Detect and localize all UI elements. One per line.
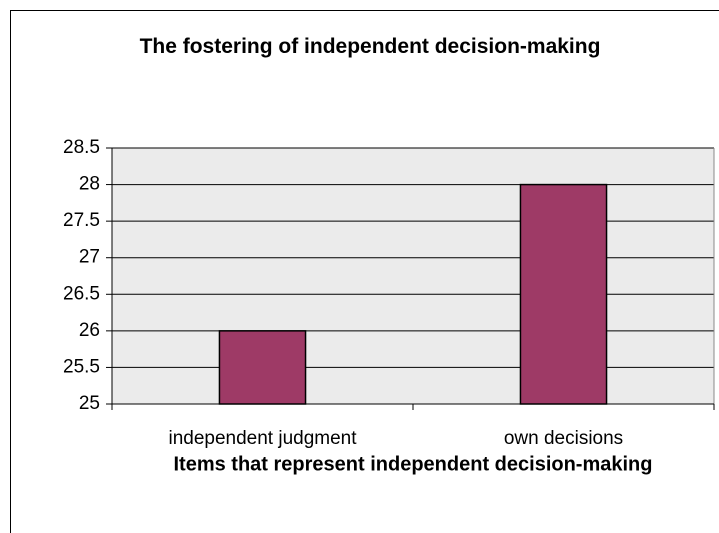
bar xyxy=(519,183,608,405)
x-axis-label: Items that represent independent decisio… xyxy=(174,453,653,475)
plot-area xyxy=(112,148,714,404)
x-tick-label: independent judgment xyxy=(168,428,357,449)
x-tick-label: own decisions xyxy=(504,428,623,449)
y-tick-label: 27 xyxy=(79,247,100,268)
chart-title: The fostering of independent decision-ma… xyxy=(139,35,601,58)
y-tick-label: 26 xyxy=(79,320,100,341)
y-tick-label: 26.5 xyxy=(63,283,100,304)
y-tick-label: 27.5 xyxy=(63,210,100,231)
bar xyxy=(218,330,307,405)
y-tick-label: 28.5 xyxy=(63,137,100,158)
y-tick-label: 25.5 xyxy=(63,356,100,377)
y-tick-label: 25 xyxy=(79,393,100,414)
y-tick-label: 28 xyxy=(79,174,100,195)
